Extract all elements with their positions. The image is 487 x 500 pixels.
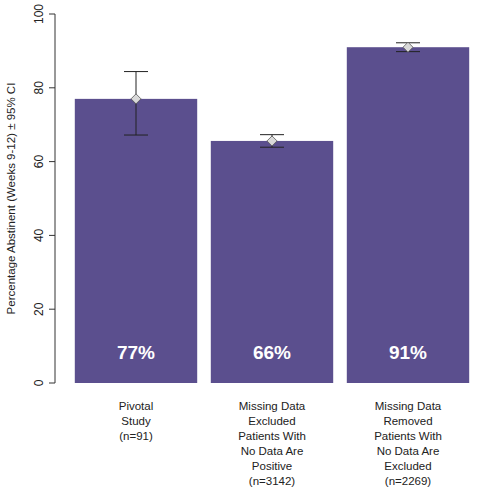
x-tick-label: Missing DataRemovedPatients WithNo Data … [374, 400, 442, 487]
error-bar [124, 72, 148, 135]
x-tick-label: PivotalStudy(n=91) [119, 400, 154, 442]
marks [75, 42, 469, 383]
bar [211, 141, 333, 383]
error-bar [260, 135, 284, 148]
error-bar [396, 43, 420, 52]
bar [347, 47, 469, 383]
y-tick-label: 100 [32, 4, 46, 24]
chart: 0 20 40 60 80 100 Percentage Abstinent (Weeks … [0, 0, 487, 500]
y-tick [49, 14, 55, 15]
y-tick-label: 60 [32, 155, 46, 169]
y-tick-label: 40 [32, 228, 46, 242]
y-tick-label: 80 [32, 81, 46, 95]
y-tick [49, 383, 55, 384]
marker [267, 136, 277, 146]
bar [75, 99, 197, 383]
data-label: 91% [389, 342, 427, 363]
y-tick [49, 235, 55, 236]
data-label: 77% [117, 342, 155, 363]
y-axis-label: Percentage Abstinent (Weeks 9-12) ± 95% … [5, 83, 17, 315]
y-tick [49, 87, 55, 88]
y-axis-line [55, 14, 56, 383]
y-tick-label: 20 [32, 302, 46, 316]
y-tick [49, 161, 55, 162]
data-label: 66% [253, 342, 291, 363]
marker [131, 94, 141, 104]
x-tick-label: Missing DataExcludedPatients WithNo Data… [238, 400, 306, 487]
marker [403, 42, 413, 52]
y-tick-label: 0 [32, 379, 46, 386]
y-tick [49, 309, 55, 310]
